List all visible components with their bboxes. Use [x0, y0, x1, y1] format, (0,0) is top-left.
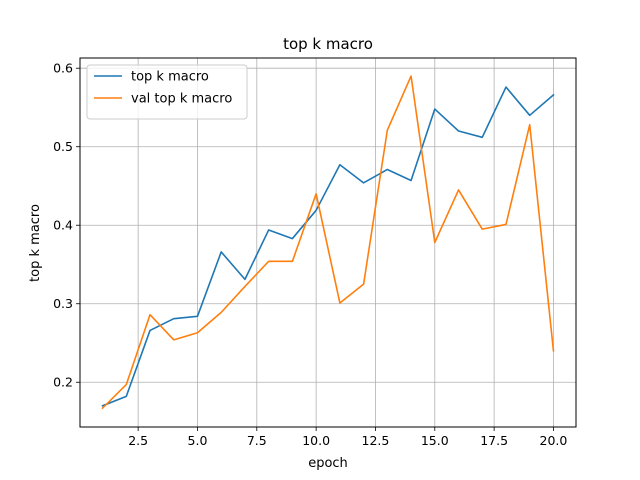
series-line-1	[101, 86, 555, 407]
x-tick-label: 5.0	[188, 433, 208, 448]
x-tick-label: 7.5	[247, 433, 267, 448]
axis-ticks: 2.5 5.0 7.5 10.0 12.5 15.0 17.5 20.0 0.2 0.3 0.4 0.…	[53, 61, 567, 448]
series-lines	[101, 75, 555, 410]
x-tick-label: 2.5	[128, 433, 148, 448]
x-tick-label: 10.0	[302, 433, 330, 448]
x-tick-label: 15.0	[421, 433, 449, 448]
y-tick-label: 0.6	[53, 61, 73, 76]
y-axis-label: top k macro	[28, 204, 43, 282]
series-line-2	[101, 75, 555, 410]
plot-frame	[79, 57, 577, 428]
x-tick-label: 20.0	[540, 433, 568, 448]
legend-box	[86, 64, 248, 120]
legend-label: val top k macro	[131, 92, 232, 107]
chart-title: top k macro	[283, 35, 373, 53]
x-tick-label: 12.5	[362, 433, 390, 448]
x-axis-label: epoch	[308, 456, 348, 471]
grid	[80, 58, 576, 427]
x-tick-label: 17.5	[480, 433, 508, 448]
legend-label: top k macro	[131, 70, 209, 85]
y-tick-label: 0.3	[53, 296, 73, 311]
y-tick-label: 0.5	[53, 139, 73, 154]
y-tick-label: 0.2	[53, 375, 73, 390]
y-tick-label: 0.4	[53, 218, 73, 233]
legend: top k macro val top k macro	[86, 64, 248, 120]
